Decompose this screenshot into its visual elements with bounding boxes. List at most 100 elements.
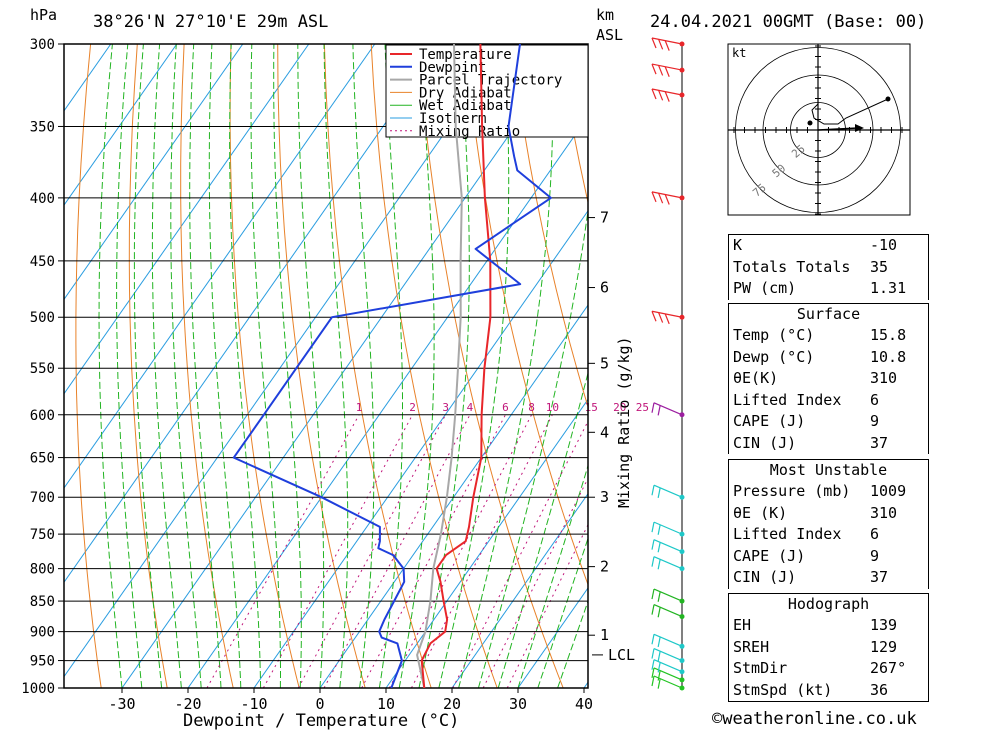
- parcel-trajectory-line: [416, 44, 463, 688]
- wind-barb-flag: [657, 559, 661, 570]
- wind-barb-flag: [664, 194, 670, 205]
- wind-barb-flag: [657, 405, 661, 416]
- wind-barb: [651, 88, 683, 96]
- legend-entry: Dry Adiabat: [419, 85, 512, 101]
- wind-barb-flag: [651, 485, 655, 496]
- surface-table: Surface Temp (°C) 15.8 Dewp (°C) 10.8 θE(K…: [728, 303, 929, 454]
- wind-barb-flag: [651, 667, 655, 679]
- wind-barb-flag: [651, 522, 655, 533]
- wind-barb-flag: [657, 670, 661, 681]
- hodograph-row: EH 139: [733, 616, 898, 634]
- hodograph-table: Hodograph EH 139 SREH 129 StmDir 267° StmSp…: [728, 593, 929, 702]
- hodograph-row: StmDir 267°: [733, 659, 907, 677]
- legend-entry: Dewpoint: [419, 60, 486, 76]
- copyright-footer[interactable]: ©weatheronline.co.uk: [712, 709, 917, 729]
- wind-barb: [653, 521, 683, 535]
- legend-box: [385, 44, 589, 138]
- wind-barb-dot: [679, 566, 685, 572]
- wind-barb-dot: [679, 669, 685, 675]
- km-tick-label: 5: [600, 354, 609, 372]
- pressure-tick-label: 350: [30, 119, 55, 135]
- most-unstable-row: Pressure (mb) 1009: [733, 482, 907, 500]
- wind-barb-flag: [651, 588, 655, 600]
- wind-barb-dot: [679, 643, 685, 649]
- wind-barb: [653, 402, 683, 416]
- km-tick-label: 3: [600, 488, 609, 506]
- wet-adiabat-line: [438, 44, 510, 688]
- wind-barb-dot: [679, 531, 685, 537]
- hodograph-ring-label: 50: [770, 162, 789, 180]
- isotherm-line: [187, 115, 588, 688]
- most-unstable-row: CIN (J) 37: [733, 568, 889, 586]
- isotherm-line: [64, 44, 442, 584]
- wind-barb-flag: [657, 607, 661, 618]
- wind-barb-flag: [651, 648, 655, 659]
- wind-barb-dot: [679, 549, 685, 555]
- mixing-ratio-line: [323, 414, 471, 688]
- datetime-title: 24.04.2021 00GMT (Base: 00): [650, 12, 926, 32]
- index-row-k: K -10: [733, 236, 898, 254]
- plot-frame: [63, 43, 589, 689]
- isotherm-line: [253, 209, 588, 688]
- mixing-ratio-label: 25: [636, 401, 649, 414]
- hodograph-unit: kt: [732, 46, 746, 60]
- km-tick-label: 2: [600, 558, 609, 576]
- mixing-ratio-label: 10: [546, 401, 559, 414]
- pressure-tick-label: 650: [30, 451, 55, 467]
- isotherm-line: [64, 44, 178, 207]
- wind-barb-flag: [658, 65, 664, 76]
- wind-barb-flag: [658, 312, 664, 323]
- wind-barb-dot: [679, 614, 685, 620]
- km-tick-label: 1: [600, 626, 609, 644]
- hodograph-trace: [811, 98, 889, 125]
- wind-barb-flag: [664, 66, 670, 77]
- pressure-tick-label: 1000: [21, 681, 55, 697]
- wind-barb: [653, 539, 683, 553]
- wind-barb-dot: [679, 92, 685, 98]
- wind-barb-flag: [657, 636, 661, 648]
- wind-barb-flag: [651, 311, 657, 322]
- wind-barb: [653, 604, 683, 618]
- hodograph-row: StmSpd (kt) 36: [733, 680, 889, 699]
- surface-row: CIN (J) 37: [733, 433, 889, 452]
- wind-barb-dot: [679, 685, 685, 691]
- mixing-ratio-label: 2: [409, 401, 416, 414]
- km-unit-label: km: [596, 6, 614, 24]
- wind-barb: [651, 310, 683, 318]
- dry-adiabat-line: [933, 44, 1000, 688]
- x-tick-label: -10: [240, 695, 267, 713]
- hodograph-end-point: [885, 96, 891, 102]
- isotherm-line: [64, 44, 376, 489]
- isotherm-line: [451, 492, 588, 688]
- storm-motion-arrowhead: [855, 124, 864, 132]
- surface-row: CAPE (J) 9: [733, 412, 880, 430]
- wind-barb-flag: [651, 556, 655, 567]
- isotherm-line: [64, 44, 244, 301]
- hodograph-row: SREH 129: [733, 637, 898, 656]
- wind-barb-flag: [651, 675, 655, 687]
- wind-barb-dot: [679, 598, 685, 604]
- mixing-ratio-label: 3: [442, 401, 449, 414]
- most-unstable-row: Lifted Index 6: [733, 525, 880, 543]
- isotherm-line: [64, 44, 310, 395]
- wind-barb: [651, 37, 683, 45]
- mixing-ratio-label: 20: [613, 401, 626, 414]
- surface-row: Dewp (°C) 10.8: [733, 347, 907, 366]
- wind-barb-dot: [679, 67, 685, 73]
- pressure-tick-label: 450: [30, 254, 55, 270]
- wet-adiabat-line: [297, 44, 325, 688]
- pressure-tick-label: 800: [30, 562, 55, 578]
- isotherm-line: [64, 44, 508, 678]
- pressure-tick-label: 700: [30, 490, 55, 506]
- dry-adiabat-line: [229, 44, 300, 688]
- wet-adiabat-line: [323, 44, 349, 688]
- wind-barb-flag: [657, 591, 661, 602]
- wet-adiabat-line: [352, 44, 375, 688]
- wind-barb-flag: [657, 542, 661, 553]
- x-tick-label: 40: [575, 695, 593, 713]
- dry-adiabat-line: [511, 44, 588, 409]
- wind-barb: [653, 484, 683, 498]
- legend-entry: Mixing Ratio: [419, 124, 520, 140]
- isotherm-line: [121, 44, 574, 688]
